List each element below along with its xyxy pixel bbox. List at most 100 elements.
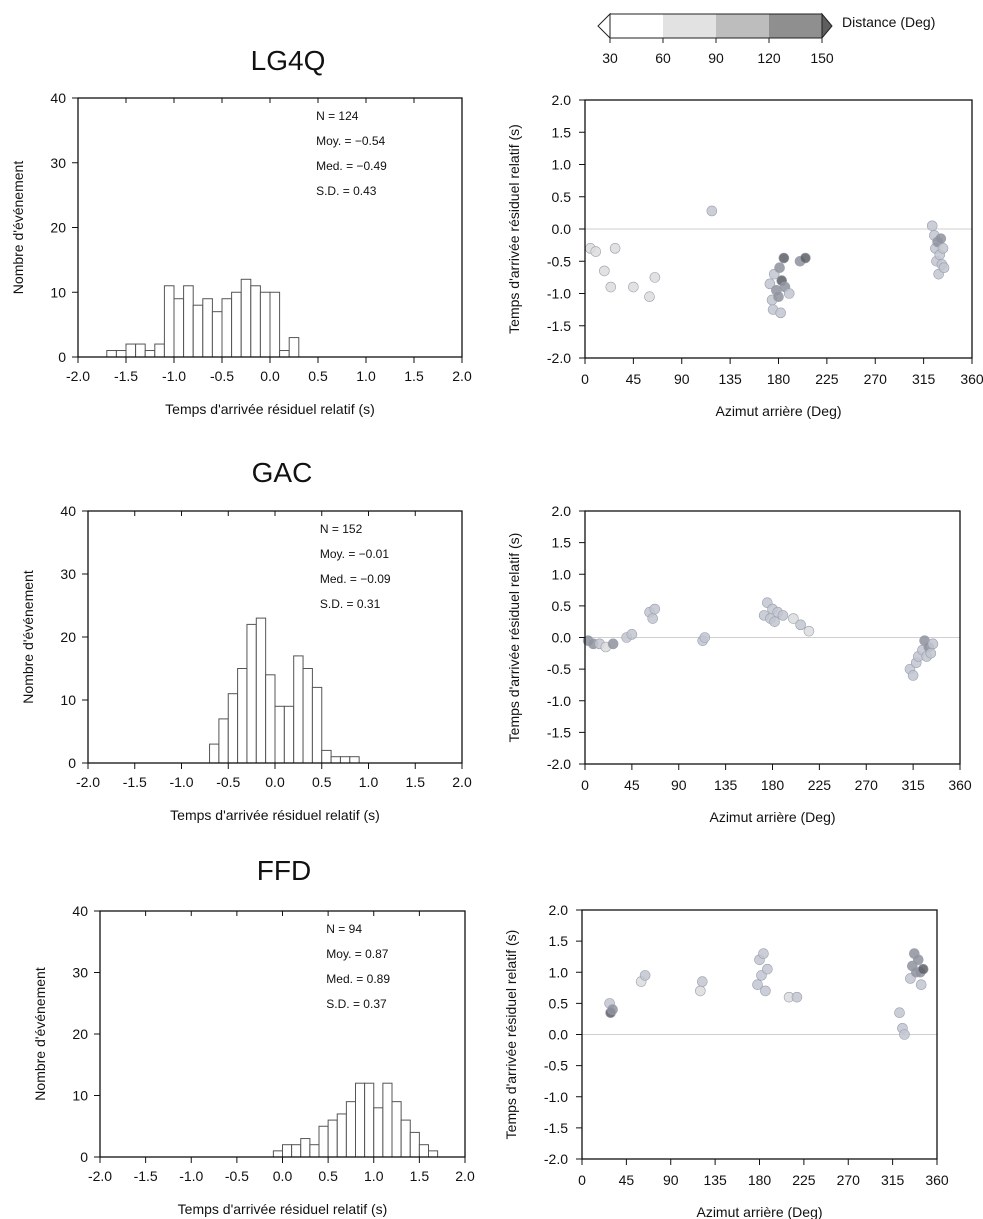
y-tick-label: 10 bbox=[72, 1088, 88, 1104]
data-point bbox=[774, 262, 785, 274]
histogram-bar bbox=[221, 298, 233, 358]
x-tick-label: 0.5 bbox=[308, 368, 328, 384]
x-tick-label: 0.0 bbox=[260, 368, 280, 384]
histogram-bar bbox=[302, 668, 313, 764]
y-tick-label: -1.5 bbox=[547, 724, 571, 740]
histogram-bar bbox=[173, 298, 185, 358]
stats-line: Moy. = −0.54 bbox=[316, 134, 385, 148]
x-axis-label: Temps d'arrivée résiduel relatif (s) bbox=[170, 807, 380, 823]
data-point bbox=[788, 613, 799, 624]
colorbar-tick-label: 60 bbox=[655, 50, 671, 66]
y-tick-label: 1.0 bbox=[552, 566, 572, 582]
data-point bbox=[647, 613, 659, 624]
x-tick-label: 360 bbox=[948, 777, 972, 793]
y-tick-label: 1.0 bbox=[552, 157, 572, 173]
colorbar-swatch bbox=[610, 14, 663, 38]
x-tick-label: 0.5 bbox=[312, 774, 332, 790]
y-tick-label: 0 bbox=[80, 1149, 88, 1165]
y-tick-label: 0.0 bbox=[549, 1027, 569, 1043]
histogram-bar bbox=[106, 350, 117, 358]
data-point bbox=[644, 291, 655, 303]
histogram-bar bbox=[227, 693, 239, 764]
histogram-bar bbox=[246, 623, 257, 764]
x-tick-label: 1.0 bbox=[359, 774, 379, 790]
data-point bbox=[912, 954, 924, 966]
x-axis-label: Azimut arrière (Deg) bbox=[715, 403, 841, 419]
x-tick-label: 1.5 bbox=[404, 368, 424, 384]
y-tick-label: -1.5 bbox=[544, 1120, 568, 1136]
histogram-bar bbox=[154, 343, 165, 358]
x-tick-label: -1.0 bbox=[162, 368, 186, 384]
stats-line: N = 124 bbox=[316, 109, 359, 123]
y-tick-label: 40 bbox=[50, 90, 66, 106]
histogram-bar bbox=[192, 304, 204, 358]
y-tick-label: 40 bbox=[60, 503, 76, 519]
histogram-bar bbox=[339, 756, 351, 764]
data-point bbox=[695, 985, 706, 997]
histogram-bar bbox=[364, 1082, 375, 1158]
histogram-bar bbox=[135, 343, 146, 358]
data-point bbox=[927, 638, 939, 650]
histogram-bar bbox=[336, 1113, 347, 1158]
colorbar-tick-label: 30 bbox=[602, 50, 618, 66]
y-axis-label: Temps d'arrivée résiduel relatif (s) bbox=[503, 930, 519, 1140]
data-point bbox=[628, 281, 639, 293]
y-tick-label: 0 bbox=[58, 349, 66, 365]
y-axis-label: Nombre d'événement bbox=[32, 967, 48, 1101]
x-tick-label: 180 bbox=[748, 1172, 772, 1188]
data-point bbox=[907, 670, 919, 681]
histogram-bar bbox=[318, 1125, 329, 1158]
y-tick-label: 30 bbox=[72, 965, 88, 981]
x-tick-label: 270 bbox=[864, 371, 888, 387]
colorbar-tick-label: 90 bbox=[708, 50, 724, 66]
x-tick-label: 0 bbox=[581, 777, 589, 793]
x-tick-label: 1.5 bbox=[406, 774, 426, 790]
x-tick-label: 315 bbox=[912, 371, 936, 387]
y-axis-label: Nombre d'événement bbox=[10, 161, 26, 295]
distance-colorbar: 30 60 90 120 150 Distance (Deg) bbox=[597, 12, 935, 66]
histogram-bar bbox=[125, 343, 137, 358]
x-tick-label: -1.5 bbox=[134, 1168, 158, 1184]
histogram-bar bbox=[382, 1082, 393, 1158]
data-point bbox=[899, 1029, 910, 1040]
histogram-bar bbox=[288, 337, 300, 358]
x-tick-label: 180 bbox=[761, 777, 785, 793]
data-point bbox=[778, 252, 790, 264]
data-point bbox=[607, 638, 619, 650]
x-tick-label: 0.5 bbox=[318, 1168, 338, 1184]
histogram-lg4q: -2.0 -1.5 -1.0 -0.5 0.0 0.5 1.0 1.5 2.0 0 10 20 30 40… bbox=[10, 90, 472, 417]
colorbar-swatches bbox=[597, 12, 833, 40]
histogram-bar bbox=[309, 1144, 320, 1158]
scatter-ffd: 0 45 90 135 180 225 270 315 360 2.0 1.5 1.0 0.5 0.0 -0… bbox=[503, 902, 949, 1219]
x-tick-label: 135 bbox=[703, 1172, 727, 1188]
x-tick-label: 270 bbox=[837, 1172, 861, 1188]
histogram-bar bbox=[282, 1144, 293, 1158]
histogram-bar bbox=[163, 285, 175, 358]
x-tick-label: 1.0 bbox=[356, 368, 376, 384]
data-point bbox=[783, 288, 795, 299]
data-point bbox=[649, 272, 661, 283]
histogram-bar bbox=[231, 291, 242, 358]
x-tick-label: 270 bbox=[855, 777, 879, 793]
x-tick-label: 90 bbox=[674, 371, 690, 387]
y-tick-label: 0 bbox=[68, 755, 76, 771]
histogram-bar bbox=[391, 1101, 402, 1158]
y-tick-label: 0.0 bbox=[552, 630, 572, 646]
x-tick-label: -1.5 bbox=[114, 368, 138, 384]
x-tick-label: 2.0 bbox=[452, 774, 472, 790]
x-tick-label: 1.0 bbox=[364, 1168, 384, 1184]
y-tick-label: 0.5 bbox=[552, 189, 572, 205]
histogram-bar bbox=[202, 298, 213, 358]
y-tick-label: -2.0 bbox=[544, 1151, 568, 1167]
data-point bbox=[917, 963, 929, 975]
colorbar-tick-label: 120 bbox=[757, 50, 781, 66]
stats-line: Med. = −0.09 bbox=[320, 572, 391, 586]
histogram-bar bbox=[274, 705, 285, 764]
y-tick-label: 0.5 bbox=[549, 995, 569, 1011]
stats-line: Moy. = 0.87 bbox=[326, 947, 388, 961]
y-axis-label: Temps d'arrivée résiduel relatif (s) bbox=[506, 533, 522, 743]
stats-line: Med. = 0.89 bbox=[326, 972, 390, 986]
data-point bbox=[649, 603, 661, 615]
y-tick-label: 1.5 bbox=[552, 535, 572, 551]
y-tick-label: 2.0 bbox=[552, 92, 572, 108]
